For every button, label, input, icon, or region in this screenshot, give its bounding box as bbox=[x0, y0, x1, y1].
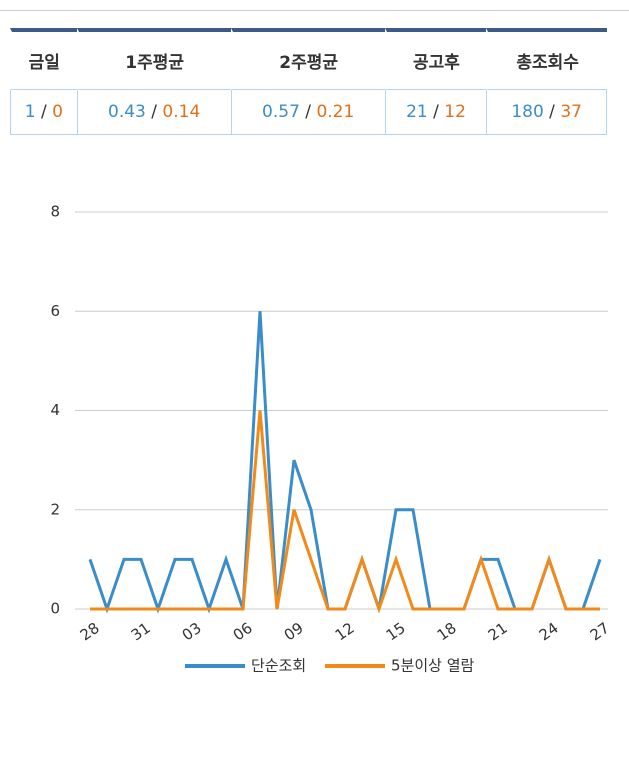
x-tick-label: 06 bbox=[230, 619, 256, 645]
header-cell: 1주평균 bbox=[76, 28, 231, 90]
y-tick-label: 8 bbox=[50, 203, 60, 221]
value-blue: 0.43 bbox=[108, 102, 146, 122]
value-blue: 21 bbox=[406, 102, 428, 122]
data-cell: 1 / 0 bbox=[10, 90, 77, 135]
separator: / bbox=[433, 102, 439, 122]
y-tick-label: 6 bbox=[50, 302, 60, 320]
header-cell: 금일 bbox=[10, 28, 77, 90]
legend-label: 단순조회 bbox=[251, 657, 306, 675]
separator: / bbox=[40, 102, 47, 122]
header-cell: 공고후 bbox=[384, 28, 487, 90]
data-cell: 0.43 / 0.14 bbox=[76, 90, 231, 135]
value-orange: 12 bbox=[444, 102, 466, 122]
x-tick-label: 24 bbox=[536, 619, 562, 645]
value-orange: 37 bbox=[560, 102, 582, 122]
data-cell: 0.57 / 0.21 bbox=[230, 90, 385, 135]
y-tick-label: 2 bbox=[50, 500, 60, 518]
x-tick-label: 09 bbox=[281, 619, 307, 645]
header-cell: 2주평균 bbox=[230, 28, 385, 90]
x-tick-label: 03 bbox=[179, 619, 205, 645]
y-tick-label: 4 bbox=[50, 401, 60, 419]
separator: / bbox=[549, 102, 555, 122]
value-orange: 0.14 bbox=[162, 102, 201, 122]
x-tick-label: 31 bbox=[128, 619, 154, 645]
legend-label: 5분이상 열람 bbox=[391, 657, 475, 675]
value-orange: 0 bbox=[52, 102, 63, 122]
y-tick-label: 0 bbox=[50, 600, 60, 618]
x-tick-label: 15 bbox=[383, 619, 409, 645]
x-tick-label: 12 bbox=[332, 619, 358, 645]
value-blue: 0.57 bbox=[262, 102, 300, 122]
value-blue: 1 bbox=[24, 102, 36, 122]
value-orange: 0.21 bbox=[316, 102, 355, 122]
data-cell: 21 / 12 bbox=[384, 90, 487, 135]
x-tick-label: 18 bbox=[434, 619, 460, 645]
separator: / bbox=[305, 102, 312, 122]
divider bbox=[0, 10, 629, 11]
stats-table: 금일 1주평균 2주평균 공고후 총조회수 1 / 0 0.43 / 0.14 0.57 / … bbox=[10, 28, 607, 135]
header-cell: 총조회수 bbox=[486, 28, 607, 90]
value-blue: 180 bbox=[511, 102, 544, 122]
series-line bbox=[90, 410, 600, 614]
data-cell: 180 / 37 bbox=[486, 90, 607, 135]
x-tick-label: 21 bbox=[485, 619, 511, 645]
separator: / bbox=[151, 102, 157, 122]
x-tick-label: 27 bbox=[587, 619, 613, 645]
series-line bbox=[88, 311, 602, 614]
x-tick-label: 28 bbox=[77, 619, 103, 645]
